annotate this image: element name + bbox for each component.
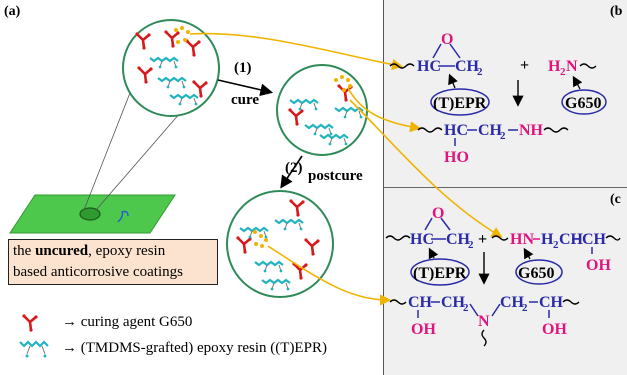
connector-cured-to-b bbox=[347, 87, 422, 133]
panel-c-reaction: HC CH 2 O + HN H 2 CH CH OH (T)EPR G650 bbox=[385, 205, 621, 347]
caption-bold: uncured bbox=[35, 243, 89, 259]
panel-b-label: (b bbox=[610, 4, 623, 19]
caption-pre: the bbox=[13, 243, 36, 259]
c-product-ch2-left-sub: 2 bbox=[463, 302, 469, 314]
b-epoxide-ch2: CH bbox=[455, 58, 480, 75]
c-amine-c: CH bbox=[559, 231, 584, 248]
step2-label: (2) bbox=[285, 160, 303, 176]
c-amine-hn: HN bbox=[510, 231, 534, 248]
panel-a: (a) bbox=[4, 0, 384, 375]
connector-postcured-to-c bbox=[267, 245, 392, 306]
cure-arrow bbox=[217, 79, 274, 97]
b-amine-h: H bbox=[548, 58, 561, 75]
panel-b-reaction: HC CH 2 O + H 2 N (T)EPR G650 HC CH 2 bbox=[389, 31, 607, 166]
circle-uncured bbox=[122, 19, 220, 117]
panel-c-label: (c bbox=[610, 192, 621, 207]
legend-curing-agent: → curing agent G650 bbox=[62, 314, 193, 330]
caption-post: , epoxy resin bbox=[88, 243, 166, 259]
c-g650-label: G650 bbox=[518, 265, 554, 282]
panel-b: (b bbox=[384, 0, 627, 188]
c-amine-h: H bbox=[541, 231, 554, 248]
c-product-n: N bbox=[478, 313, 490, 330]
connector-cured-to-c bbox=[349, 99, 503, 238]
c-epoxide-hc: HC bbox=[410, 231, 434, 248]
c-amine-h-sub: 2 bbox=[553, 239, 559, 251]
postcure-arrow bbox=[280, 155, 303, 189]
c-product-ch-right: CH bbox=[539, 294, 564, 311]
b-epoxide-hc: HC bbox=[417, 58, 441, 75]
b-epoxide-ch2-sub: 2 bbox=[477, 66, 483, 78]
b-tepr-label: (T)EPR bbox=[433, 95, 487, 112]
panel-a-label: (a) bbox=[4, 4, 21, 19]
b-product-hc: HC bbox=[444, 122, 468, 139]
b-product-ch2-sub: 2 bbox=[500, 130, 506, 142]
c-product-oh-left: OH bbox=[411, 321, 436, 338]
c-epoxide-ch2: CH bbox=[446, 231, 471, 248]
legend-resin: → (TMDMS-grafted) epoxy resin ((T)EPR) bbox=[62, 340, 327, 356]
b-amine-sub: 2 bbox=[560, 66, 566, 78]
c-product-oh-right: OH bbox=[542, 321, 567, 338]
step2-name: postcure bbox=[308, 168, 363, 184]
c-tepr-label: (T)EPR bbox=[413, 265, 467, 282]
c-amine-oh: OH bbox=[586, 257, 611, 274]
wavy-indicator bbox=[117, 210, 129, 223]
b-amine-n: N bbox=[566, 58, 578, 75]
legend-agent-icon bbox=[21, 313, 39, 333]
b-g650-label: G650 bbox=[565, 95, 601, 112]
circle-cured bbox=[276, 64, 368, 156]
c-product-ch-left: CH bbox=[408, 294, 433, 311]
caption-line2: based anticorrosive coatings bbox=[13, 264, 183, 280]
c-amine-ch: CH bbox=[582, 231, 607, 248]
circle-postcured bbox=[226, 190, 334, 298]
c-epoxide-ch2-sub: 2 bbox=[468, 239, 474, 251]
c-product-ch2-left: CH bbox=[441, 294, 466, 311]
b-epoxide-o: O bbox=[441, 31, 453, 48]
c-epoxide-o: O bbox=[432, 205, 444, 222]
panel-c: (c bbox=[384, 188, 627, 375]
step1-name: cure bbox=[231, 92, 260, 108]
b-plus: + bbox=[520, 57, 529, 74]
b-product-ch2: CH bbox=[478, 122, 503, 139]
coating-caption: the uncured, epoxy resin based anticorro… bbox=[8, 239, 218, 285]
c-product-ch2-right: CH bbox=[500, 294, 525, 311]
legend-resin-icon bbox=[19, 340, 49, 358]
connector-uncured-to-b bbox=[189, 32, 404, 71]
step1-label: (1) bbox=[234, 60, 252, 76]
b-product-nh: NH bbox=[519, 122, 544, 139]
b-product-ho: HO bbox=[444, 149, 469, 166]
coating-plane bbox=[9, 194, 176, 234]
c-plus: + bbox=[478, 231, 487, 248]
c-product-ch2-right-sub: 2 bbox=[522, 302, 528, 314]
